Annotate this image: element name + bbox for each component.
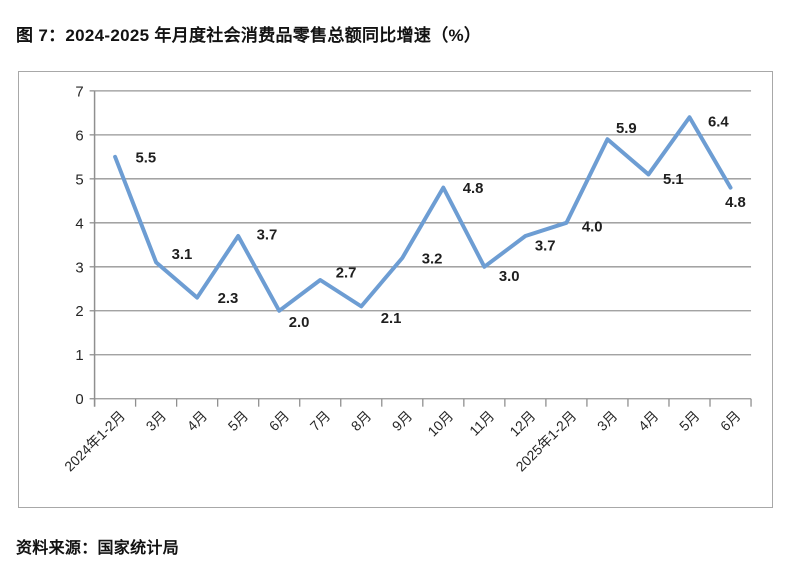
data-point-label: 4.8 xyxy=(725,195,746,211)
data-point-label: 5.9 xyxy=(616,121,637,137)
data-point-label: 4.8 xyxy=(463,181,484,197)
x-tick-label: 2024年1-2月 xyxy=(61,407,128,474)
x-tick-label: 4月 xyxy=(635,407,662,434)
y-tick-label: 1 xyxy=(75,348,83,364)
chart-frame: 0 1 2 3 4 5 6 7 2024年1-2月 3月 4月 5月 6月 7月 8月 9月 10月 11月 12月… xyxy=(18,71,773,508)
data-point-label: 5.1 xyxy=(663,172,684,188)
y-tick-label: 2 xyxy=(75,304,83,320)
y-tick-label: 0 xyxy=(75,392,83,408)
x-tick-label: 6月 xyxy=(266,407,293,434)
x-tick-label: 10月 xyxy=(424,407,456,439)
data-point-label: 3.7 xyxy=(535,238,556,254)
y-tick-label: 3 xyxy=(75,260,83,276)
data-point-label: 6.4 xyxy=(708,115,729,131)
data-point-label: 3.2 xyxy=(422,251,443,267)
data-point-label: 2.3 xyxy=(218,291,239,307)
data-point-label: 2.7 xyxy=(336,266,357,282)
y-tick-label: 5 xyxy=(75,172,83,188)
x-tick-label: 8月 xyxy=(348,407,375,434)
y-tick-label: 6 xyxy=(75,128,83,144)
y-tick-label: 7 xyxy=(75,84,83,100)
x-tick-label: 5月 xyxy=(225,407,252,434)
data-point-label: 2.0 xyxy=(289,315,310,331)
x-tick-label: 3月 xyxy=(594,407,621,434)
data-point-label: 3.1 xyxy=(172,247,193,263)
line-chart: 0 1 2 3 4 5 6 7 2024年1-2月 3月 4月 5月 6月 7月 8月 9月 10月 11月 12月… xyxy=(61,84,752,474)
x-tick-label: 4月 xyxy=(184,407,211,434)
source-note: 资料来源：国家统计局 xyxy=(16,540,180,557)
data-point-label: 3.7 xyxy=(257,227,278,243)
x-tick-label: 3月 xyxy=(143,407,170,434)
data-point-label: 5.5 xyxy=(136,150,157,166)
x-tick-label: 5月 xyxy=(676,407,703,434)
data-point-label: 4.0 xyxy=(582,219,603,235)
data-line xyxy=(113,115,733,313)
data-point-label: 2.1 xyxy=(381,311,402,327)
y-tick-label: 4 xyxy=(75,216,83,232)
x-tick-label: 9月 xyxy=(389,407,416,434)
figure-title: 图 7：2024-2025 年月度社会消费品零售总额同比增速（%） xyxy=(16,26,482,45)
x-tick-label: 11月 xyxy=(466,407,497,438)
x-tick-label: 6月 xyxy=(717,407,744,434)
x-tick-label: 7月 xyxy=(307,407,334,434)
data-point-label: 3.0 xyxy=(499,269,520,285)
x-tick-label: 12月 xyxy=(506,407,538,439)
